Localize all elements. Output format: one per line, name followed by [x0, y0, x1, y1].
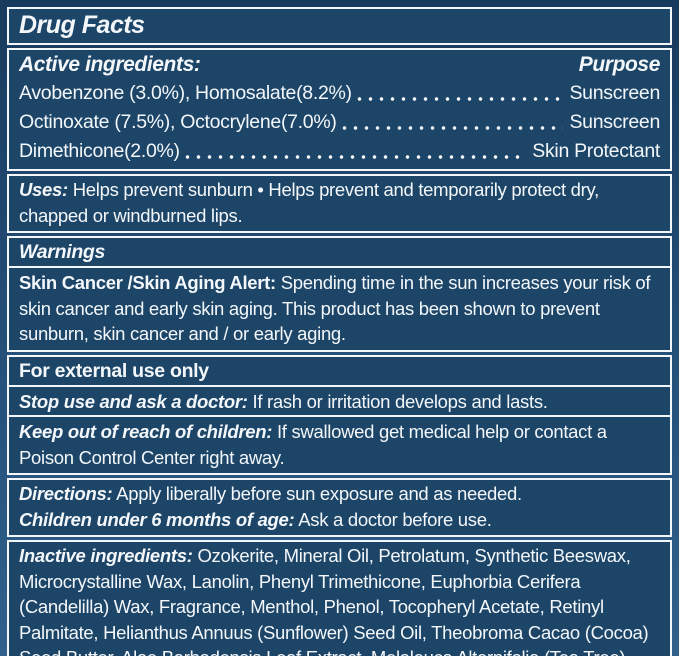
section-divider	[9, 266, 670, 268]
uses-section: Uses: Helps prevent sunburn • Helps prev…	[7, 174, 672, 233]
ingredient-purpose: Sunscreen	[569, 82, 660, 104]
ingredient-name: Avobenzone (3.0%), Homosalate(8.2%)	[19, 82, 352, 104]
dot-leader	[181, 137, 527, 166]
skin-cancer-alert-label: Skin Cancer /Skin Aging Alert:	[19, 272, 276, 293]
ingredient-name: Dimethicone(2.0%)	[19, 140, 180, 162]
external-use-heading: For external use only	[19, 359, 209, 382]
external-use-section: For external use only Stop use and ask a…	[7, 354, 672, 475]
inactive-ingredients-label: Inactive ingredients:	[19, 545, 193, 566]
uses-text: Helps prevent sunburn • Helps prevent an…	[19, 179, 599, 226]
active-ingredients-heading-row: Active ingredients: Purpose	[19, 51, 660, 79]
keep-out-paragraph: Keep out of reach of children: If swallo…	[19, 419, 660, 470]
page-title: Drug Facts	[19, 11, 145, 39]
directions-label: Directions:	[19, 483, 113, 504]
dot-leader	[338, 108, 564, 137]
directions-section: Directions: Apply liberally before sun e…	[7, 478, 672, 537]
section-divider	[9, 415, 670, 417]
ingredient-row: Octinoxate (7.5%), Octocrylene(7.0%) Sun…	[19, 108, 660, 137]
directions-text: Apply liberally before sun exposure and …	[116, 483, 522, 504]
children-paragraph: Children under 6 months of age: Ask a do…	[19, 507, 660, 533]
warnings-section: Warnings Skin Cancer /Skin Aging Alert: …	[7, 236, 672, 352]
inactive-ingredients-text: Ozokerite, Mineral Oil, Petrolatum, Synt…	[19, 545, 649, 656]
warnings-heading: Warnings	[19, 241, 106, 263]
ingredient-row: Avobenzone (3.0%), Homosalate(8.2%) Suns…	[19, 79, 660, 108]
drug-facts-header: Drug Facts	[7, 7, 672, 45]
uses-paragraph: Uses: Helps prevent sunburn • Helps prev…	[19, 177, 660, 228]
section-divider	[9, 384, 670, 387]
inactive-ingredients-paragraph: Inactive ingredients: Ozokerite, Mineral…	[19, 543, 660, 656]
dot-leader	[353, 79, 564, 108]
ingredient-name: Octinoxate (7.5%), Octocrylene(7.0%)	[19, 111, 337, 133]
active-ingredients-heading: Active ingredients:	[19, 53, 201, 76]
inactive-ingredients-section: Inactive ingredients: Ozokerite, Mineral…	[7, 540, 672, 656]
stop-use-text: If rash or irritation develops and lasts…	[252, 390, 548, 412]
ingredient-row: Dimethicone(2.0%) Skin Protectant	[19, 137, 660, 166]
stop-use-paragraph: Stop use and ask a doctor: If rash or ir…	[19, 389, 660, 415]
keep-out-text: If swallowed get medical help or contact…	[19, 421, 607, 468]
ingredient-purpose: Sunscreen	[569, 111, 660, 133]
skin-cancer-alert-paragraph: Skin Cancer /Skin Aging Alert: Spending …	[19, 270, 660, 347]
keep-out-label: Keep out of reach of children:	[19, 421, 273, 442]
stop-use-label: Stop use and ask a doctor:	[19, 390, 248, 412]
children-label: Children under 6 months of age:	[19, 508, 295, 530]
active-ingredients-section: Active ingredients: Purpose Avobenzone (…	[7, 48, 672, 171]
children-text: Ask a doctor before use.	[298, 508, 492, 530]
directions-paragraph: Directions: Apply liberally before sun e…	[19, 481, 660, 507]
ingredient-purpose: Skin Protectant	[532, 140, 660, 162]
purpose-heading: Purpose	[578, 53, 661, 76]
skin-cancer-alert-text: Spending time in the sun increases your …	[19, 272, 651, 344]
uses-label: Uses:	[19, 179, 68, 200]
